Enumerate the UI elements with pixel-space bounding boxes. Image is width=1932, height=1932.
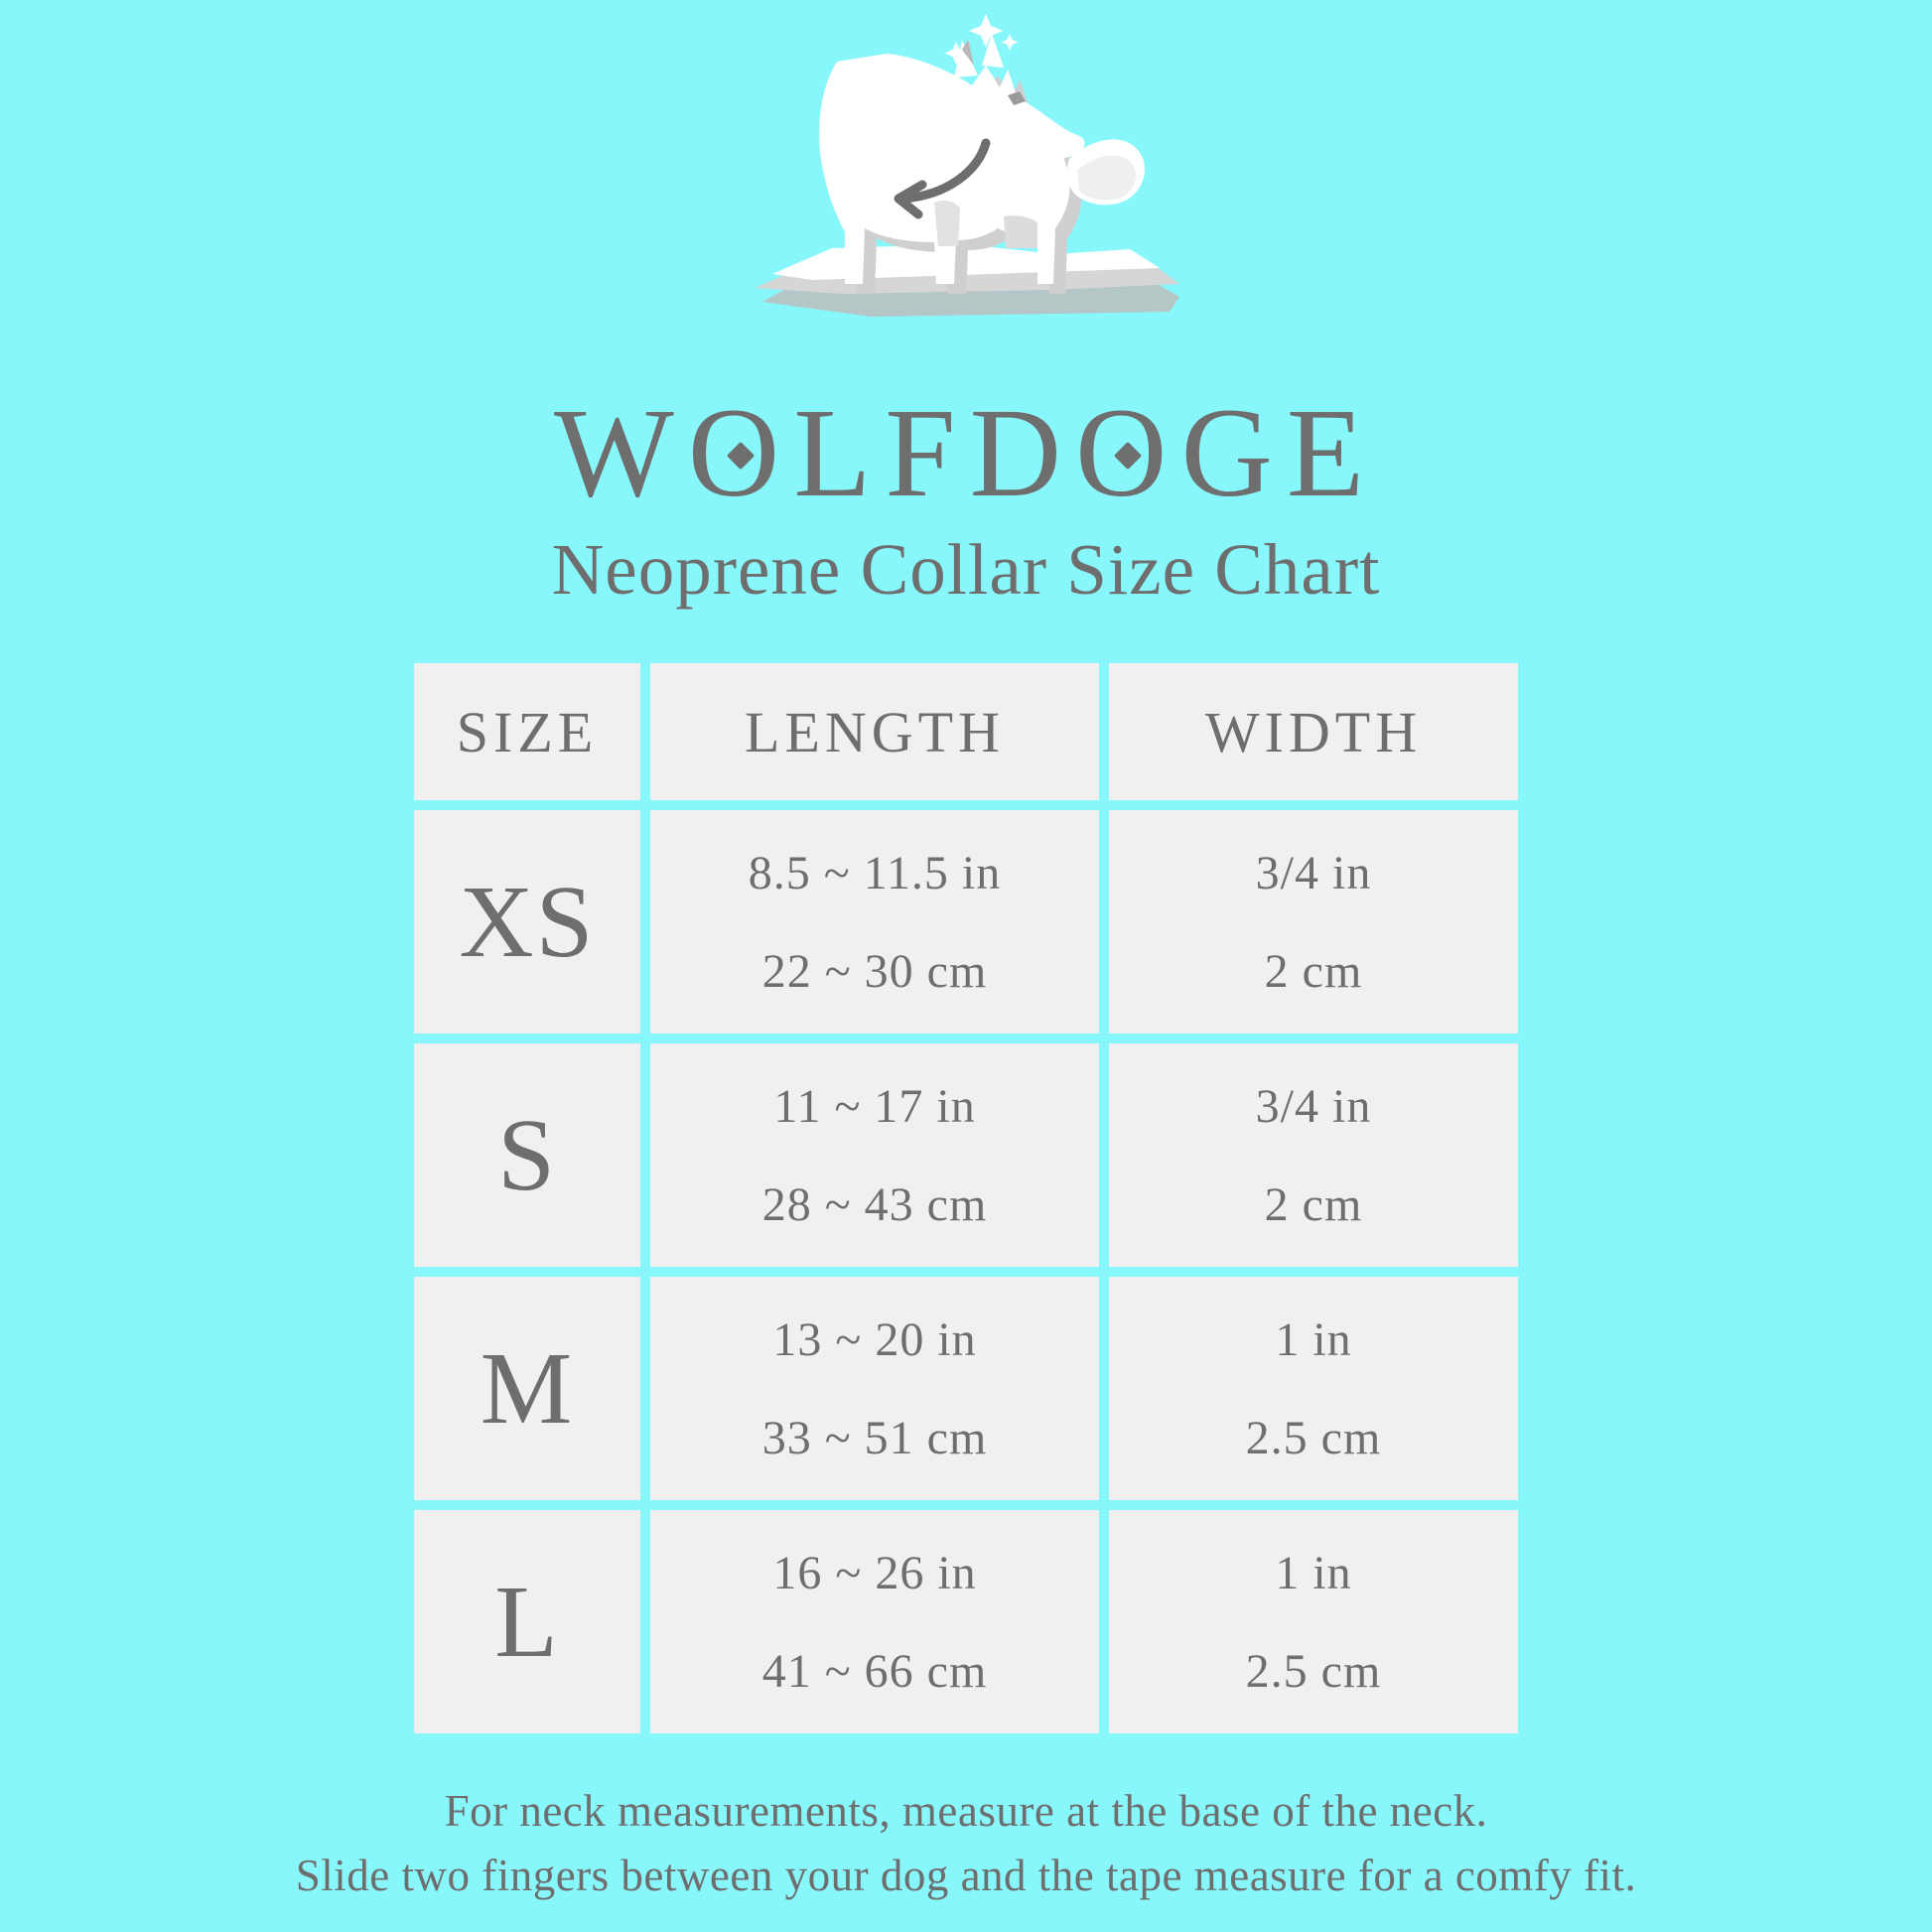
table-row: S 11 ~ 17 in 28 ~ 43 cm 3/4 in 2 cm (414, 1043, 1518, 1268)
table-row: XS 8.5 ~ 11.5 in 22 ~ 30 cm 3/4 in 2 cm (414, 810, 1518, 1035)
width-centimeters: 2.5 cm (1245, 1644, 1382, 1698)
length-centimeters: 33 ~ 51 cm (761, 1411, 988, 1464)
size-chart-table: SIZE LENGTH WIDTH XS 8.5 ~ 11.5 in 22 ~ … (414, 663, 1518, 1734)
column-header-width: WIDTH (1109, 663, 1518, 801)
size-value: M (480, 1330, 575, 1446)
brand-letter-l: L (793, 382, 886, 523)
table-header-row: SIZE LENGTH WIDTH (414, 663, 1518, 801)
size-cell: M (414, 1277, 640, 1501)
column-header-length: LENGTH (650, 663, 1099, 801)
width-inches: 3/4 in (1255, 846, 1372, 899)
length-inches: 8.5 ~ 11.5 in (748, 846, 1002, 899)
size-value: L (494, 1564, 560, 1679)
table-row: M 13 ~ 20 in 33 ~ 51 cm 1 in 2.5 cm (414, 1277, 1518, 1501)
brand-letter-o2: O (1075, 389, 1180, 516)
length-inches: 16 ~ 26 in (772, 1546, 977, 1599)
collar-measure-arrow-icon (894, 138, 991, 219)
size-value: S (497, 1097, 557, 1212)
wolf-dog-icon (755, 14, 1179, 317)
length-inches: 13 ~ 20 in (772, 1312, 977, 1366)
length-inches: 11 ~ 17 in (773, 1079, 976, 1133)
width-inches: 3/4 in (1255, 1079, 1372, 1133)
width-cell: 3/4 in 2 cm (1109, 1043, 1518, 1268)
length-cell: 8.5 ~ 11.5 in 22 ~ 30 cm (650, 810, 1099, 1035)
length-cell: 11 ~ 17 in 28 ~ 43 cm (650, 1043, 1099, 1268)
length-centimeters: 41 ~ 66 cm (761, 1644, 988, 1698)
width-cell: 1 in 2.5 cm (1109, 1510, 1518, 1734)
brand-title: W O L F D O G E (554, 389, 1378, 516)
brand-letter-f: F (885, 382, 970, 523)
column-header-size: SIZE (414, 663, 640, 801)
brand-letter-o1: O (688, 389, 793, 516)
size-cell: S (414, 1043, 640, 1268)
width-centimeters: 2.5 cm (1245, 1411, 1382, 1464)
sparkle-icon (944, 14, 1019, 65)
instruction-line-1: For neck measurements, measure at the ba… (444, 1786, 1488, 1837)
size-value: XS (459, 864, 596, 979)
width-centimeters: 2 cm (1264, 944, 1363, 998)
column-header-width-label: WIDTH (1204, 699, 1423, 764)
width-inches: 1 in (1275, 1546, 1352, 1599)
length-centimeters: 28 ~ 43 cm (761, 1177, 988, 1231)
size-cell: L (414, 1510, 640, 1734)
length-cell: 13 ~ 20 in 33 ~ 51 cm (650, 1277, 1099, 1501)
width-inches: 1 in (1275, 1312, 1352, 1366)
column-header-size-label: SIZE (456, 699, 599, 764)
table-row: L 16 ~ 26 in 41 ~ 66 cm 1 in 2.5 cm (414, 1510, 1518, 1734)
chart-subtitle: Neoprene Collar Size Chart (551, 529, 1381, 610)
column-header-length-label: LENGTH (745, 699, 1005, 764)
brand-logo (688, 4, 1244, 381)
brand-letter-g: G (1180, 382, 1287, 523)
size-cell: XS (414, 810, 640, 1035)
width-cell: 1 in 2.5 cm (1109, 1277, 1518, 1501)
brand-letter-d: D (969, 382, 1075, 523)
brand-letter-e: E (1286, 382, 1379, 523)
instruction-line-2: Slide two fingers between your dog and t… (295, 1851, 1637, 1901)
length-centimeters: 22 ~ 30 cm (761, 944, 988, 998)
brand-letter-w: W (553, 382, 688, 523)
measurement-instructions: For neck measurements, measure at the ba… (296, 1781, 1637, 1906)
length-cell: 16 ~ 26 in 41 ~ 66 cm (650, 1510, 1099, 1734)
width-centimeters: 2 cm (1264, 1177, 1363, 1231)
width-cell: 3/4 in 2 cm (1109, 810, 1518, 1035)
